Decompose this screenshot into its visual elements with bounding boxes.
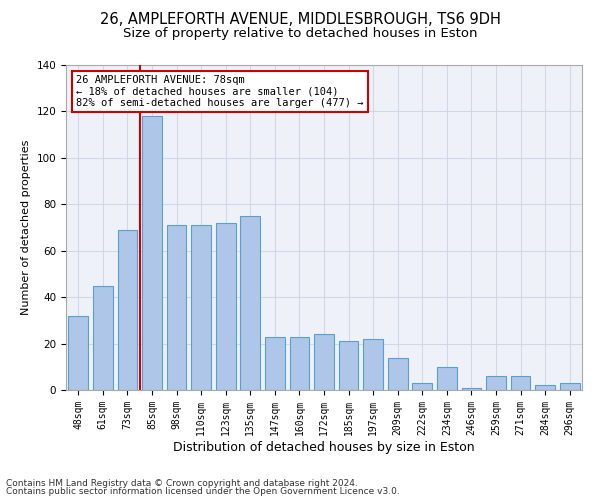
Text: 26, AMPLEFORTH AVENUE, MIDDLESBROUGH, TS6 9DH: 26, AMPLEFORTH AVENUE, MIDDLESBROUGH, TS… (100, 12, 500, 28)
Text: Contains public sector information licensed under the Open Government Licence v3: Contains public sector information licen… (6, 487, 400, 496)
Bar (412, 383, 432, 390)
Bar (339, 342, 358, 390)
Bar (560, 383, 580, 390)
Text: 26 AMPLEFORTH AVENUE: 78sqm
← 18% of detached houses are smaller (104)
82% of se: 26 AMPLEFORTH AVENUE: 78sqm ← 18% of det… (76, 74, 364, 108)
Bar (93, 286, 113, 390)
Bar (461, 388, 481, 390)
Y-axis label: Number of detached properties: Number of detached properties (21, 140, 31, 315)
Bar (388, 358, 407, 390)
X-axis label: Distribution of detached houses by size in Eston: Distribution of detached houses by size … (173, 440, 475, 454)
Bar (167, 225, 187, 390)
Bar (511, 376, 530, 390)
Text: Contains HM Land Registry data © Crown copyright and database right 2024.: Contains HM Land Registry data © Crown c… (6, 478, 358, 488)
Bar (241, 216, 260, 390)
Bar (290, 336, 309, 390)
Bar (68, 316, 88, 390)
Bar (265, 336, 284, 390)
Bar (191, 225, 211, 390)
Bar (216, 223, 236, 390)
Bar (486, 376, 506, 390)
Bar (535, 386, 555, 390)
Bar (142, 116, 162, 390)
Bar (314, 334, 334, 390)
Text: Size of property relative to detached houses in Eston: Size of property relative to detached ho… (123, 28, 477, 40)
Bar (118, 230, 137, 390)
Bar (364, 339, 383, 390)
Bar (437, 367, 457, 390)
